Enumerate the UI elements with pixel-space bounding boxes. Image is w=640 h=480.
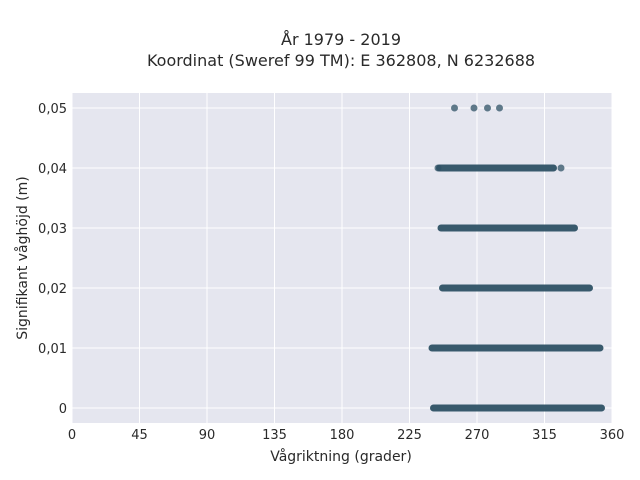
data-point — [434, 164, 442, 172]
y-tick-label: 0,02 — [38, 282, 67, 297]
x-tick-label: 360 — [600, 428, 625, 443]
y-axis-ticks: 0 0,01 0,02 0,03 0,04 0,05 — [38, 102, 67, 417]
data-points — [428, 104, 605, 412]
x-tick-label: 45 — [131, 428, 148, 443]
data-point — [484, 104, 491, 112]
x-tick-label: 135 — [262, 428, 287, 443]
data-point — [496, 104, 503, 112]
data-point — [470, 104, 478, 112]
data-point — [451, 104, 458, 112]
x-tick-label: 0 — [68, 428, 76, 443]
y-tick-label: 0,01 — [38, 342, 67, 357]
y-tick-label: 0,04 — [38, 162, 67, 177]
x-tick-label: 90 — [199, 428, 216, 443]
data-point — [557, 164, 565, 172]
x-tick-label: 315 — [532, 428, 557, 443]
x-tick-label: 270 — [465, 428, 490, 443]
x-tick-label: 180 — [330, 428, 355, 443]
y-tick-label: 0,03 — [38, 222, 67, 237]
chart-title-line2: Koordinat (Sweref 99 TM): E 362808, N 62… — [147, 51, 535, 70]
y-tick-label: 0 — [59, 402, 67, 417]
y-tick-label: 0,05 — [38, 102, 67, 117]
chart-title-line1: År 1979 - 2019 — [281, 30, 401, 49]
x-axis-label: Vågriktning (grader) — [270, 448, 412, 465]
y-axis-label: Signifikant våghöjd (m) — [14, 176, 31, 339]
x-tick-label: 225 — [397, 428, 422, 443]
x-axis-ticks: 0 45 90 135 180 225 270 315 360 — [68, 428, 625, 443]
